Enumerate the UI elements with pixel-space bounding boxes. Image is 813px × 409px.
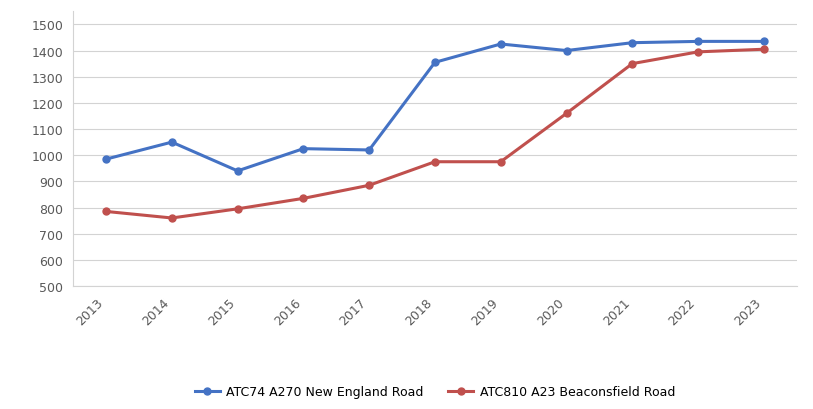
ATC74 A270 New England Road <box>101 157 111 162</box>
ATC810 A23 Beaconsfield Road <box>233 207 242 212</box>
ATC810 A23 Beaconsfield Road <box>430 160 440 165</box>
ATC74 A270 New England Road <box>562 49 572 54</box>
ATC74 A270 New England Road <box>693 40 703 45</box>
ATC74 A270 New England Road <box>298 147 308 152</box>
ATC810 A23 Beaconsfield Road <box>693 50 703 55</box>
ATC810 A23 Beaconsfield Road <box>759 48 769 53</box>
ATC810 A23 Beaconsfield Road <box>364 183 374 188</box>
ATC74 A270 New England Road <box>364 148 374 153</box>
ATC810 A23 Beaconsfield Road <box>101 209 111 214</box>
ATC74 A270 New England Road <box>233 169 242 174</box>
ATC74 A270 New England Road <box>759 40 769 45</box>
ATC810 A23 Beaconsfield Road <box>562 112 572 117</box>
ATC810 A23 Beaconsfield Road <box>298 196 308 201</box>
ATC810 A23 Beaconsfield Road <box>496 160 506 165</box>
Legend: ATC74 A270 New England Road, ATC810 A23 Beaconsfield Road: ATC74 A270 New England Road, ATC810 A23 … <box>189 380 680 403</box>
ATC74 A270 New England Road <box>167 140 176 145</box>
ATC810 A23 Beaconsfield Road <box>628 62 637 67</box>
Line: ATC74 A270 New England Road: ATC74 A270 New England Road <box>102 39 767 175</box>
ATC74 A270 New England Road <box>496 43 506 47</box>
ATC74 A270 New England Road <box>628 41 637 46</box>
Line: ATC810 A23 Beaconsfield Road: ATC810 A23 Beaconsfield Road <box>102 47 767 222</box>
ATC74 A270 New England Road <box>430 61 440 65</box>
ATC810 A23 Beaconsfield Road <box>167 216 176 221</box>
